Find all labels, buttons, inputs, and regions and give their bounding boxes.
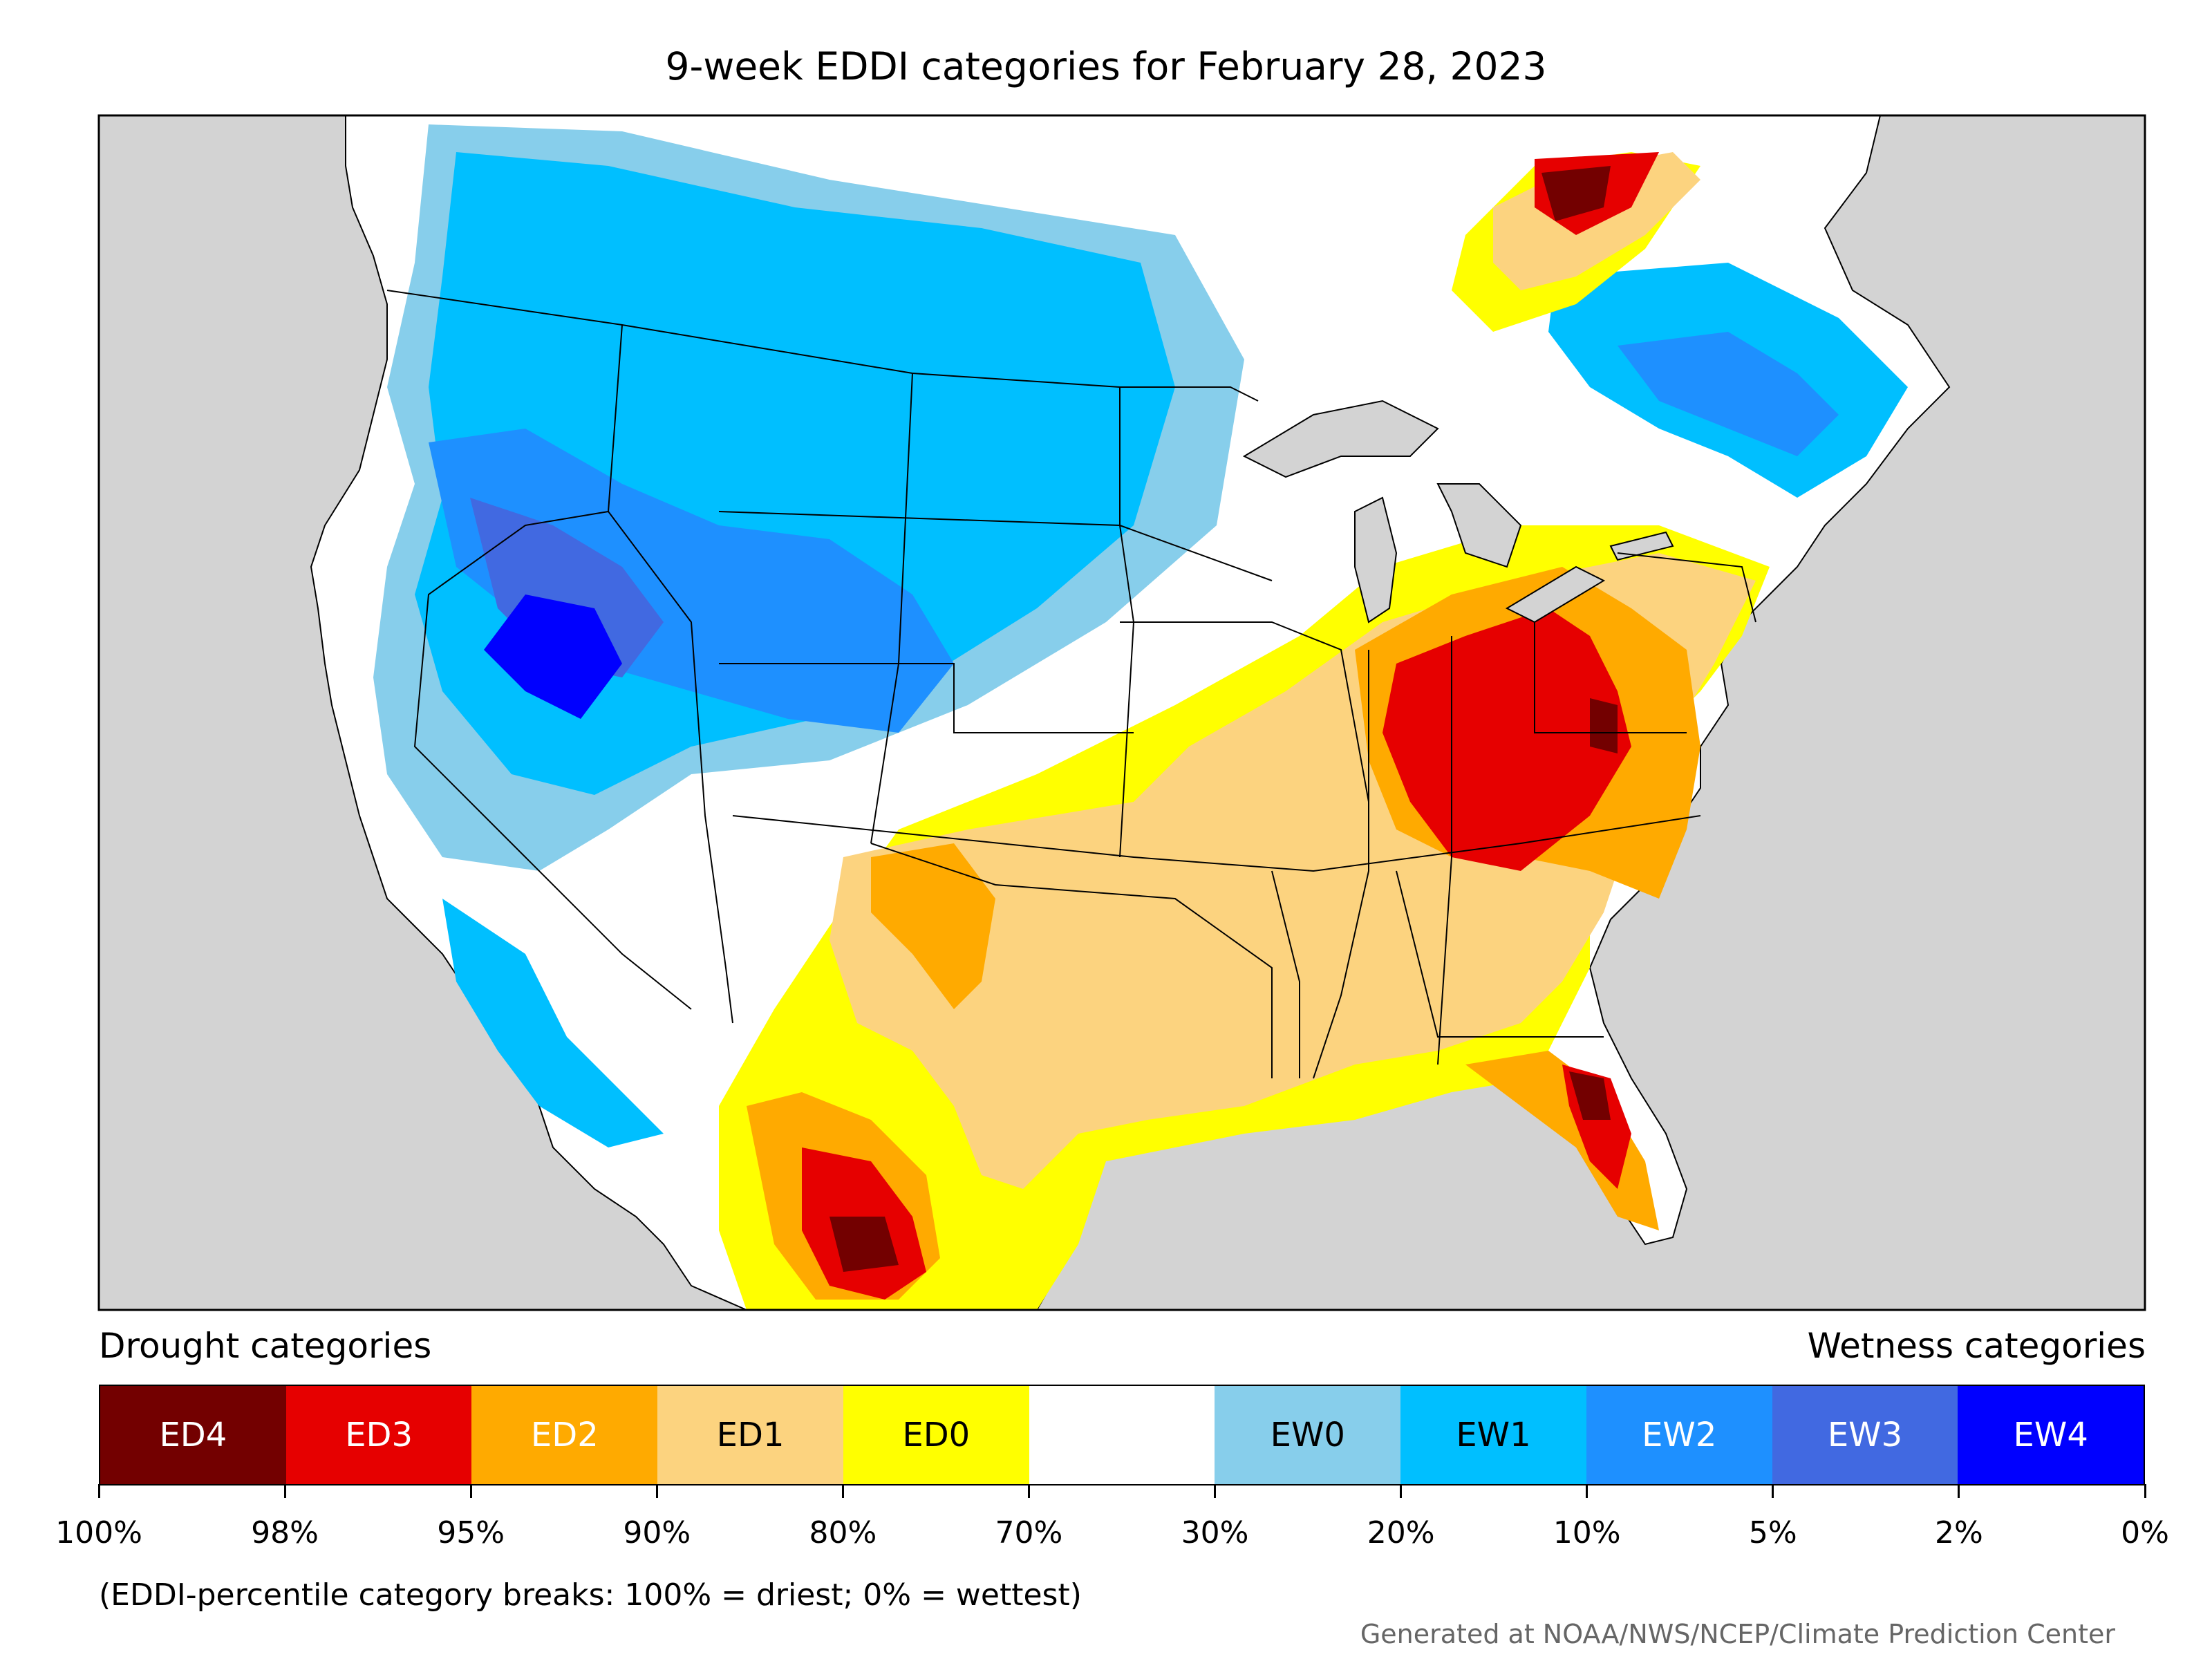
legend-tick <box>655 1484 658 1498</box>
legend-tick <box>1214 1484 1217 1498</box>
legend-swatch-ed0: ED0 <box>843 1386 1029 1484</box>
legend-tick <box>1958 1484 1960 1498</box>
drought-heading: Drought categories <box>99 1326 432 1366</box>
legend-swatch-ew2: EW2 <box>1586 1386 1772 1484</box>
legend-tick-label: 80% <box>809 1515 877 1550</box>
legend-tick <box>283 1484 286 1498</box>
legend-tick <box>2144 1484 2146 1498</box>
ed2-florida <box>1465 1051 1659 1230</box>
legend-tick-label: 2% <box>1935 1515 1983 1550</box>
legend-tick-label: 95% <box>437 1515 505 1550</box>
legend-tick-label: 90% <box>623 1515 691 1550</box>
map-frame <box>97 114 2146 1311</box>
legend-tick <box>1586 1484 1588 1498</box>
legend-swatch-ew1: EW1 <box>1400 1386 1586 1484</box>
ed4-wv <box>1590 698 1618 753</box>
lake-huron <box>1436 483 1522 568</box>
legend-tick <box>1400 1484 1403 1498</box>
legend-tick <box>841 1484 844 1498</box>
category-note: (EDDI-percentile category breaks: 100% =… <box>99 1577 1082 1613</box>
ew1-baja <box>442 899 664 1147</box>
map-title: 9-week EDDI categories for February 28, … <box>665 44 1547 88</box>
legend-tick-label: 20% <box>1367 1515 1435 1550</box>
ew4-west <box>484 594 622 719</box>
legend-tick <box>1027 1484 1030 1498</box>
credit-text: Generated at NOAA/NWS/NCEP/Climate Predi… <box>1360 1619 2115 1649</box>
legend-swatch-ed4: ED4 <box>100 1386 286 1484</box>
ed4-canada <box>1541 166 1611 221</box>
legend-swatch-ew4: EW4 <box>1958 1386 2144 1484</box>
lake-michigan <box>1354 496 1398 624</box>
legend-tick <box>469 1484 472 1498</box>
ed4-florida <box>1569 1071 1611 1120</box>
state-borders <box>386 290 1756 1079</box>
ew2-northeast <box>1618 332 1839 456</box>
ew3-west <box>470 498 664 677</box>
legend-tick <box>97 1484 100 1498</box>
legend-tick-label: 5% <box>1748 1515 1797 1550</box>
legend-tick-label: 100% <box>55 1515 142 1550</box>
legend-tick-label: 10% <box>1553 1515 1621 1550</box>
ed2-texas <box>871 843 995 1009</box>
legend-tick <box>1772 1484 1774 1498</box>
lake-ontario <box>1609 531 1674 561</box>
legend-swatch-normal <box>1029 1386 1215 1484</box>
ew2-west <box>429 429 954 733</box>
legend-tick-label: 98% <box>251 1515 319 1550</box>
legend-swatch-ed1: ED1 <box>657 1386 843 1484</box>
ed3-ohio <box>1382 608 1631 871</box>
legend-tick-label: 30% <box>1181 1515 1249 1550</box>
legend-swatch-ew3: EW3 <box>1772 1386 1958 1484</box>
legend-tick-label: 0% <box>2121 1515 2169 1550</box>
legend-swatch-ew0: EW0 <box>1215 1386 1401 1484</box>
legend-tick-label: 70% <box>995 1515 1063 1550</box>
wetness-heading: Wetness categories <box>1807 1326 2146 1366</box>
ed4-mexico <box>830 1217 899 1272</box>
legend-swatch-ed3: ED3 <box>285 1386 472 1484</box>
lake-erie <box>1505 565 1606 624</box>
lake-superior <box>1242 400 1439 478</box>
legend-colorbar: ED4 ED3 ED2 ED1 ED0 EW0 EW1 EW2 EW3 EW4 <box>99 1385 2145 1485</box>
legend-swatch-ed2: ED2 <box>471 1386 658 1484</box>
